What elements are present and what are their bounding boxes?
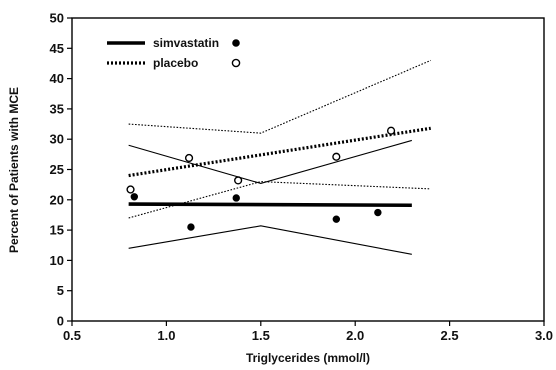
placebo-data-point	[126, 185, 135, 194]
x-tick-label: 1.5	[252, 328, 270, 343]
y-tick-label: 15	[50, 223, 64, 238]
y-tick-label: 0	[57, 314, 64, 329]
simvastatin-data-point	[232, 194, 240, 202]
placebo-regression-line	[128, 126, 431, 178]
y-tick-label: 30	[50, 132, 64, 147]
legend-simvastatin-label: simvastatin	[153, 36, 219, 50]
simvastatin-regression-line	[128, 202, 412, 208]
x-axis-label: Triglycerides (mmol/l)	[246, 351, 370, 365]
placebo-ci-upper-line	[128, 59, 431, 134]
x-tick-label: 3.0	[535, 328, 553, 343]
x-tick-label: 0.5	[63, 328, 81, 343]
axis-ticks: 0.5 1.0 1.5 2.0 2.5 3.0 0 5 10 15 20 25 30 35 40 45 50	[50, 11, 554, 344]
simvastatin-data-point	[332, 215, 341, 223]
legend-placebo-marker	[231, 58, 241, 68]
placebo-data-point	[234, 176, 243, 185]
simvastatin-ci-upper-line	[128, 139, 412, 185]
placebo-ci-lower-line	[128, 181, 431, 219]
y-tick-label: 35	[50, 101, 64, 116]
y-axis-label: Percent of Patients with MCE	[7, 87, 21, 253]
y-tick-label: 10	[50, 253, 64, 268]
legend: simvastatin placebo	[107, 36, 241, 70]
y-tick-label: 25	[50, 162, 64, 177]
simvastatin-data-point	[130, 193, 139, 201]
y-tick-label: 40	[50, 71, 64, 86]
legend-simvastatin-marker	[232, 39, 240, 47]
plot-area	[126, 59, 431, 255]
simvastatin-data-point	[187, 223, 195, 231]
y-tick-label: 5	[57, 283, 64, 298]
x-tick-label: 1.0	[157, 328, 175, 343]
legend-placebo-label: placebo	[153, 56, 198, 70]
y-tick-label: 45	[50, 41, 64, 56]
simvastatin-data-point	[374, 208, 382, 217]
simvastatin-ci-lower-line	[128, 225, 412, 255]
placebo-data-point	[184, 153, 194, 163]
x-tick-label: 2.0	[346, 328, 364, 343]
y-tick-label: 20	[50, 192, 64, 207]
placebo-data-point	[332, 152, 341, 161]
placebo-data-point	[386, 126, 396, 135]
x-tick-label: 2.5	[441, 328, 459, 343]
y-tick-label: 50	[50, 11, 64, 26]
